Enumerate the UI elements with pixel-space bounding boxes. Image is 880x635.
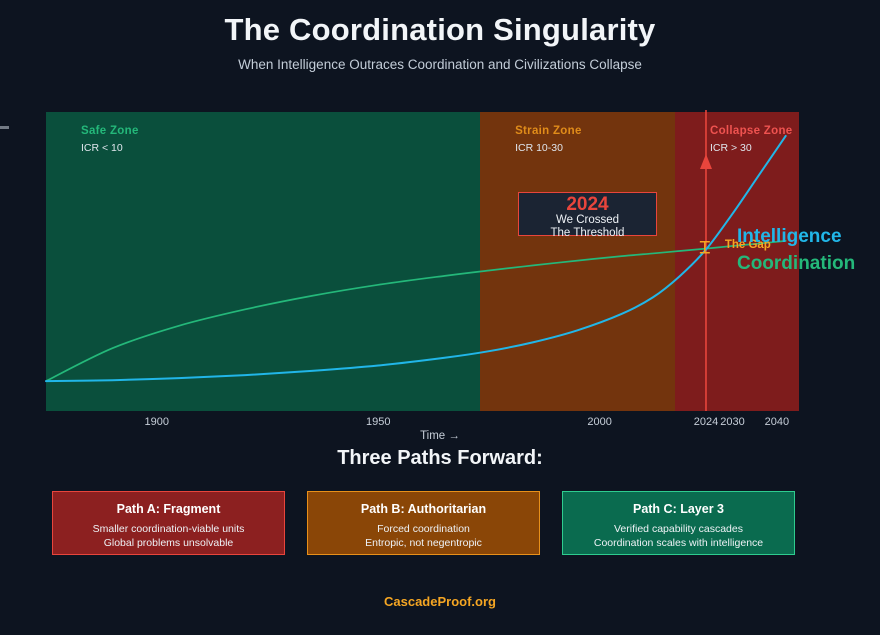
series-line-coordination [45,240,787,382]
chart-svg [45,110,787,411]
path-card-c-title: Path C: Layer 3 [632,502,724,516]
paths-heading: Three Paths Forward: [337,447,543,469]
footer-link[interactable]: CascadeProof.org [384,594,496,609]
series-label-coordination: Coordination [736,253,856,275]
path-card-a[interactable]: Path A: Fragment Smaller coordination-vi… [52,491,285,555]
zone-safe-sublabel: ICR < 10 [81,142,123,154]
path-card-b-line2: Entropic, not negentropic [365,537,482,549]
threshold-line1: We Crossed [555,214,620,226]
path-card-a-line1: Smaller coordination-viable units [92,523,245,535]
series-label-intelligence: Intelligence [736,225,842,247]
gap-label: The Gap [724,238,771,251]
zone-strain [480,112,675,411]
edge-artifact [0,126,9,129]
path-card-b-title: Path B: Authoritarian [360,502,487,516]
path-card-c-line1: Verified capability cascades [614,523,743,535]
threshold-line2: The Threshold [550,227,625,239]
threshold-year: 2024 [566,194,609,215]
x-tick-2030: 2030 [720,416,745,428]
path-card-c[interactable]: Path C: Layer 3 Verified capability casc… [562,491,795,555]
zone-safe [46,112,481,411]
x-axis-label: Time → [420,430,460,442]
x-tick-2040: 2040 [764,416,790,428]
path-card-a-title: Path A: Fragment [116,502,221,516]
x-axis-ticks: 1900 1950 2000 2024 2030 2040 [46,416,799,434]
path-card-c-line2: Coordination scales with intelligence [593,537,764,549]
zone-collapse-label: Collapse Zone [709,125,793,137]
zone-strain-sublabel: ICR 10-30 [515,142,563,154]
x-tick-2024: 2024 [693,416,719,428]
x-tick-1950: 1950 [365,416,391,428]
chart-plot-area: Safe Zone ICR < 10 Strain Zone ICR 10-30… [45,110,855,411]
threshold-annotation-box: 2024 We Crossed The Threshold [518,192,657,239]
x-tick-1900: 1900 [144,416,169,428]
zone-safe-label: Safe Zone [81,125,139,137]
page-subtitle: When Intelligence Outraces Coordination … [238,57,642,72]
path-card-a-line2: Global problems unsolvable [103,537,234,549]
page-title: The Coordination Singularity [224,12,656,47]
x-tick-2000: 2000 [587,416,612,428]
path-card-b[interactable]: Path B: Authoritarian Forced coordinatio… [307,491,540,555]
zone-collapse-sublabel: ICR > 30 [709,142,752,154]
path-card-b-line1: Forced coordination [377,523,470,535]
paths-card-row: Path A: Fragment Smaller coordination-vi… [52,491,828,557]
zone-strain-label: Strain Zone [515,125,582,137]
threshold-arrow-icon [699,154,712,169]
series-line-intelligence [45,134,787,383]
gap-bracket-icon [699,240,710,254]
